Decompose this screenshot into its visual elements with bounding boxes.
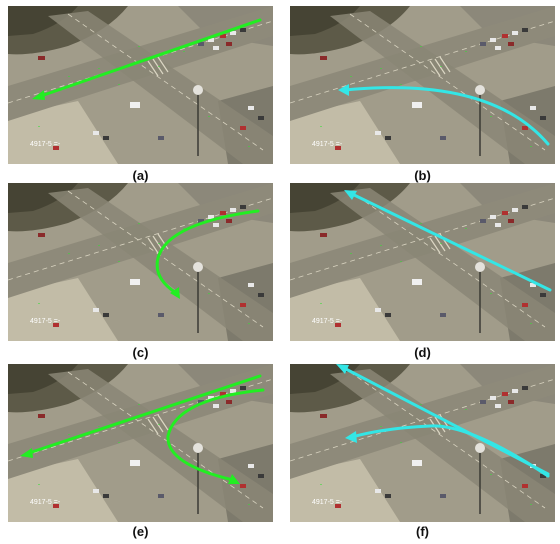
panel-d-image: 4917-5 =- <box>290 183 555 341</box>
panel-c-caption: (c) <box>132 345 149 360</box>
panel-f-image: 4917-5 =- <box>290 364 555 522</box>
panel-c-trajectory <box>155 209 260 299</box>
panel-b-caption: (b) <box>414 168 431 183</box>
panel-e-caption: (e) <box>132 524 149 539</box>
panel-d-caption: (d) <box>414 345 431 360</box>
panel-a-image: 4917-5 =- <box>8 6 273 164</box>
panel-a-timestamp: 4917-5 =- <box>30 141 61 148</box>
panel-c-image: 4917-5 =- <box>8 183 273 341</box>
panel-f-trajectory-turn <box>345 424 550 478</box>
panel-e-trajectory-straight <box>20 374 262 458</box>
panel-e-timestamp: 4917-5 =- <box>30 499 61 506</box>
panel-e-image: 4917-5 =- <box>8 364 273 522</box>
panel-a-trajectory <box>32 18 262 100</box>
panel-b-timestamp: 4917-5 =- <box>312 141 343 148</box>
panel-b-image: 4917-5 =- <box>290 6 555 164</box>
panel-d-timestamp: 4917-5 =- <box>312 318 343 325</box>
panel-b-trajectory <box>338 84 550 146</box>
panel-f-timestamp: 4917-5 =- <box>312 499 343 506</box>
panel-d-trajectory <box>344 190 552 292</box>
panel-a-caption: (a) <box>132 168 149 183</box>
panel-e-trajectory-turn <box>166 388 265 484</box>
panel-f-caption: (f) <box>416 524 429 539</box>
panel-c-timestamp: 4917-5 =- <box>30 318 61 325</box>
